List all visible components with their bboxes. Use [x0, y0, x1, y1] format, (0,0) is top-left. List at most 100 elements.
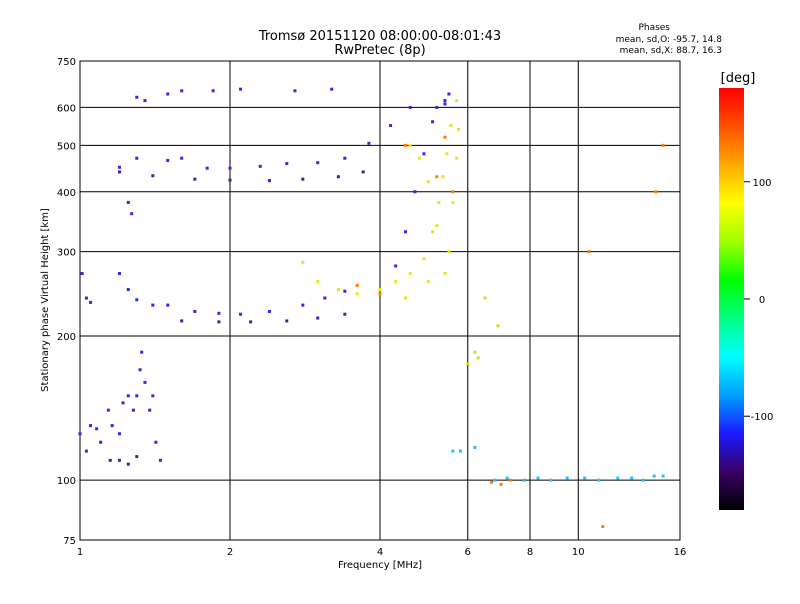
data-point [151, 394, 155, 398]
data-point [630, 476, 634, 480]
data-point [583, 476, 587, 480]
data-point [180, 156, 184, 160]
data-point [458, 449, 462, 453]
data-point [641, 478, 645, 482]
y-axis-label: Stationary phase Virtual Height [km] [40, 208, 51, 392]
data-point [389, 124, 393, 128]
grid-horizontal [80, 106, 680, 481]
data-point [138, 368, 142, 372]
data-point [505, 476, 509, 480]
data-point [443, 102, 447, 106]
data-point [565, 476, 569, 480]
data-point [211, 89, 215, 93]
data-point [180, 319, 184, 323]
data-point [110, 424, 114, 428]
data-point [267, 309, 271, 313]
data-point [126, 200, 130, 204]
data-point [435, 224, 439, 228]
data-point [466, 362, 470, 366]
data-point [154, 440, 158, 444]
data-point [413, 190, 417, 194]
data-point [95, 427, 99, 431]
data-point [394, 279, 398, 283]
data-point [84, 449, 88, 453]
data-point [378, 292, 382, 296]
data-point [117, 458, 121, 462]
data-point [117, 272, 121, 276]
x-tick-label: 4 [377, 547, 383, 558]
data-point [417, 156, 421, 160]
data-point [441, 175, 445, 179]
data-point [343, 156, 347, 160]
data-point [394, 264, 398, 268]
data-point [108, 458, 112, 462]
colorbar-label: [deg] [721, 71, 756, 86]
data-point [408, 272, 412, 276]
data-point [408, 143, 412, 147]
data-point [661, 143, 665, 147]
colorbar-tick-label: -100 [751, 412, 774, 423]
data-point [493, 478, 497, 482]
colorbar-tick-label: 0 [759, 295, 765, 306]
x-tick-label: 10 [572, 547, 585, 558]
y-tick-label: 500 [57, 141, 76, 152]
data-point [205, 166, 209, 170]
y-tick-label: 750 [57, 57, 76, 68]
x-tick-label: 1 [77, 547, 83, 558]
y-tick-label: 75 [63, 536, 76, 547]
data-point [135, 394, 139, 398]
y-tick-label: 300 [57, 248, 76, 259]
data-point [661, 474, 665, 478]
data-point [367, 141, 371, 145]
data-point [451, 190, 455, 194]
data-point [217, 311, 221, 315]
data-point [117, 432, 121, 436]
grid-vertical [229, 61, 579, 540]
data-point [166, 92, 170, 96]
data-point [431, 120, 435, 124]
data-point [301, 260, 305, 264]
data-point [239, 312, 243, 316]
data-point [193, 177, 197, 181]
data-point [426, 180, 430, 184]
data-point [587, 250, 591, 254]
stats-heading: Phases [638, 23, 670, 33]
data-point [431, 230, 435, 234]
data-point [143, 99, 147, 103]
chart-title: Tromsø 20151120 08:00:00-08:01:43 [258, 29, 501, 44]
data-point [193, 309, 197, 313]
data-point [117, 170, 121, 174]
y-tick-labels: 75 100 200 300 400 500 600 750 [57, 57, 76, 547]
data-point [443, 99, 447, 103]
data-point [151, 174, 155, 178]
data-point [249, 320, 253, 324]
data-point [316, 161, 320, 165]
data-point [78, 432, 82, 436]
colorbar [719, 88, 744, 510]
data-point [426, 279, 430, 283]
data-point [343, 312, 347, 316]
colorbar-ticks: 100 0 -100 [744, 178, 773, 423]
data-point [355, 292, 359, 296]
x-tick-label: 2 [227, 547, 233, 558]
data-point [151, 303, 155, 307]
data-point [499, 482, 503, 486]
data-point [130, 212, 134, 216]
data-point [217, 320, 221, 324]
stats-x-line: mean, sd,X: 88.7, 16.3 [620, 46, 722, 56]
data-point [166, 303, 170, 307]
data-point [135, 95, 139, 99]
data-point [99, 440, 103, 444]
data-point [148, 408, 152, 412]
data-point [285, 319, 289, 323]
data-point [449, 124, 453, 128]
stats-o-line: mean, sd,O: -95.7, 14.8 [616, 35, 723, 45]
data-point [180, 89, 184, 93]
data-point [336, 288, 340, 292]
data-point [451, 200, 455, 204]
data-point [166, 158, 170, 162]
data-point [457, 127, 461, 131]
data-point [483, 296, 487, 300]
data-point [135, 298, 139, 302]
